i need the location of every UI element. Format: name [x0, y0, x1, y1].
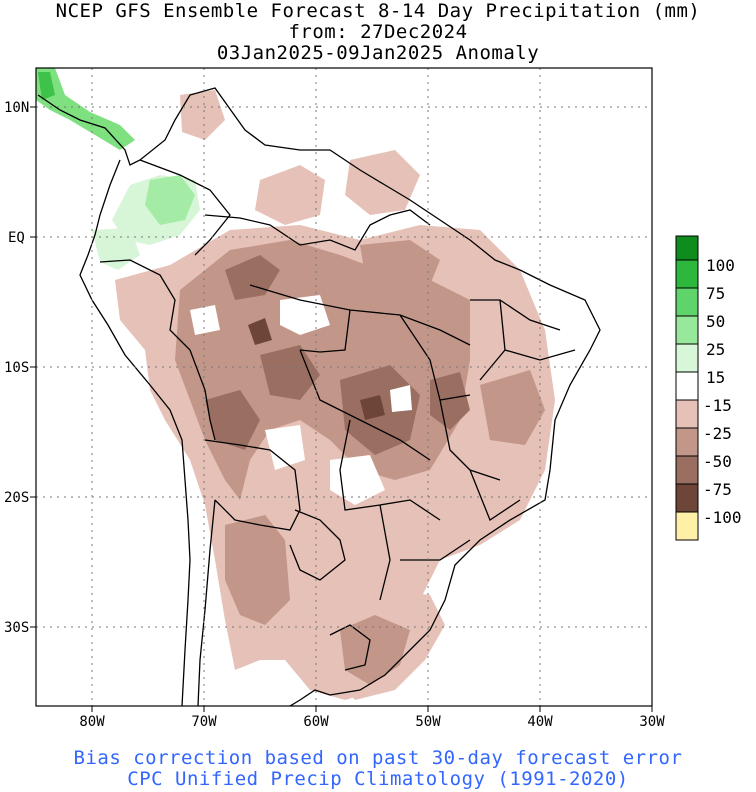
map-frame — [35, 67, 653, 707]
legend-label: -100 — [703, 508, 742, 527]
border-colombia-venezuela — [139, 159, 231, 256]
coastlines-and-borders — [37, 87, 601, 706]
legend-swatch — [675, 399, 699, 429]
border-bolivia — [204, 439, 301, 531]
legend-swatch — [675, 315, 699, 345]
title-line-2: from: 27Dec2024 — [288, 21, 468, 43]
lat-label: EQ — [8, 230, 25, 246]
lon-label: 60W — [303, 714, 329, 730]
legend-label: -25 — [703, 424, 732, 443]
legend-swatch — [675, 235, 699, 261]
lon-label: 30W — [639, 714, 665, 730]
legend-label: 25 — [706, 340, 725, 359]
legend-swatch — [675, 483, 699, 513]
legend-label: 100 — [706, 256, 735, 275]
legend-swatch — [675, 343, 699, 373]
lon-label: 50W — [415, 714, 441, 730]
legend-swatch — [675, 455, 699, 485]
legend-swatch — [675, 371, 699, 401]
latitude-labels: 10N EQ 10S 20S 30S — [4, 100, 29, 636]
border-paraguay — [289, 509, 346, 581]
legend-swatch — [675, 287, 699, 317]
lon-label: 80W — [79, 714, 105, 730]
footer-line-2: CPC Unified Precip Climatology (1991-202… — [127, 768, 629, 790]
border-peru — [99, 259, 216, 441]
longitude-labels: 80W 70W 60W 50W 40W 30W — [79, 714, 665, 730]
pacific-coastline — [79, 159, 191, 706]
legend-label: 50 — [706, 312, 725, 331]
legend-swatch — [675, 259, 699, 289]
title-line-1: NCEP GFS Ensemble Forecast 8-14 Day Prec… — [55, 0, 701, 22]
dry-anomaly-dark — [205, 255, 470, 455]
legend-label: 75 — [706, 284, 725, 303]
gridlines — [36, 68, 652, 706]
axis-ticks — [30, 106, 653, 712]
lon-label: 70W — [191, 714, 217, 730]
lat-label: 10S — [4, 360, 29, 376]
south-america-coastline — [37, 87, 601, 706]
legend-label: -50 — [703, 452, 732, 471]
legend-label: -75 — [703, 480, 732, 499]
legend-labels: 100 75 50 25 15 -15 -25 -50 -75 -100 — [703, 256, 742, 527]
lat-label: 30S — [4, 620, 29, 636]
lat-label: 20S — [4, 490, 29, 506]
state-borders-brazil — [249, 284, 576, 601]
legend-colorbar — [675, 235, 699, 541]
footer-line-1: Bias correction based on past 30-day for… — [73, 747, 683, 769]
neutral-gaps — [190, 295, 412, 505]
lon-label: 40W — [527, 714, 553, 730]
border-uruguay — [329, 624, 371, 671]
legend-label: 15 — [706, 368, 725, 387]
legend-label: -15 — [703, 396, 732, 415]
legend-swatch — [675, 511, 699, 541]
border-argentina — [197, 499, 216, 706]
title-line-3: 03Jan2025-09Jan2025 Anomaly — [216, 42, 540, 64]
legend-swatch — [675, 427, 699, 457]
border-brazil-north — [204, 209, 431, 251]
lat-label: 10N — [4, 100, 29, 116]
